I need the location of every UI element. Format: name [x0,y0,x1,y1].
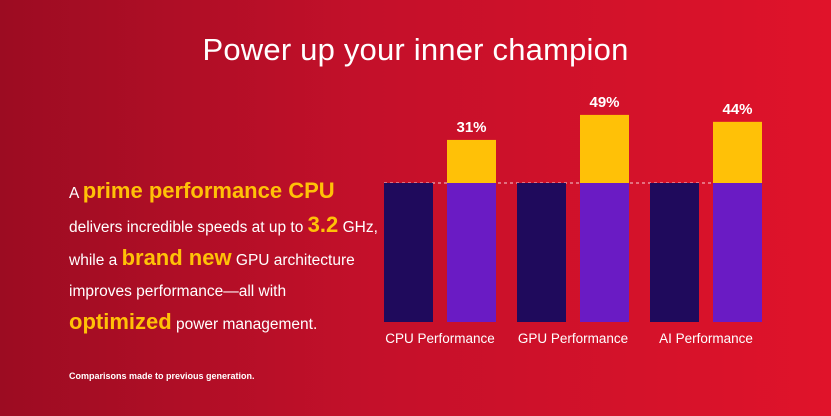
page-title: Power up your inner champion [202,32,629,67]
previous-gen-bar-3 [650,183,699,322]
footnote: Comparisons made to previous generation. [69,371,255,381]
gain-label-2: 49% [589,94,619,111]
highlight-gpu: brand new [121,245,232,270]
previous-gen-bar-2 [517,183,566,322]
previous-gen-bar-1 [384,183,433,322]
gain-bar-3 [713,121,762,183]
gain-label-3: 44% [722,101,752,118]
gain-bar-1 [447,139,496,183]
category-label-2: GPU Performance [518,331,628,346]
description-part-1: A [69,185,83,202]
description-part-2: delivers incredible speeds at up to [69,218,308,236]
current-gen-bar-3 [713,183,762,322]
highlight-optimized: optimized [69,309,172,334]
description-text: A prime performance CPU delivers incredi… [69,176,379,341]
highlight-cpu: prime performance CPU [82,178,335,203]
gain-label-1: 31% [456,119,486,136]
current-gen-bar-1 [447,183,496,322]
description-part-3: GHz, while a [69,218,378,270]
description-part-5: power management. [171,316,318,333]
category-label-3: AI Performance [659,331,753,346]
highlight-clock-speed: 3.2 [307,211,339,237]
category-label-1: CPU Performance [385,331,495,346]
description-part-4: GPU architecture improves performance—al… [69,252,355,300]
current-gen-bar-2 [580,183,629,322]
gain-bar-2 [580,114,629,183]
